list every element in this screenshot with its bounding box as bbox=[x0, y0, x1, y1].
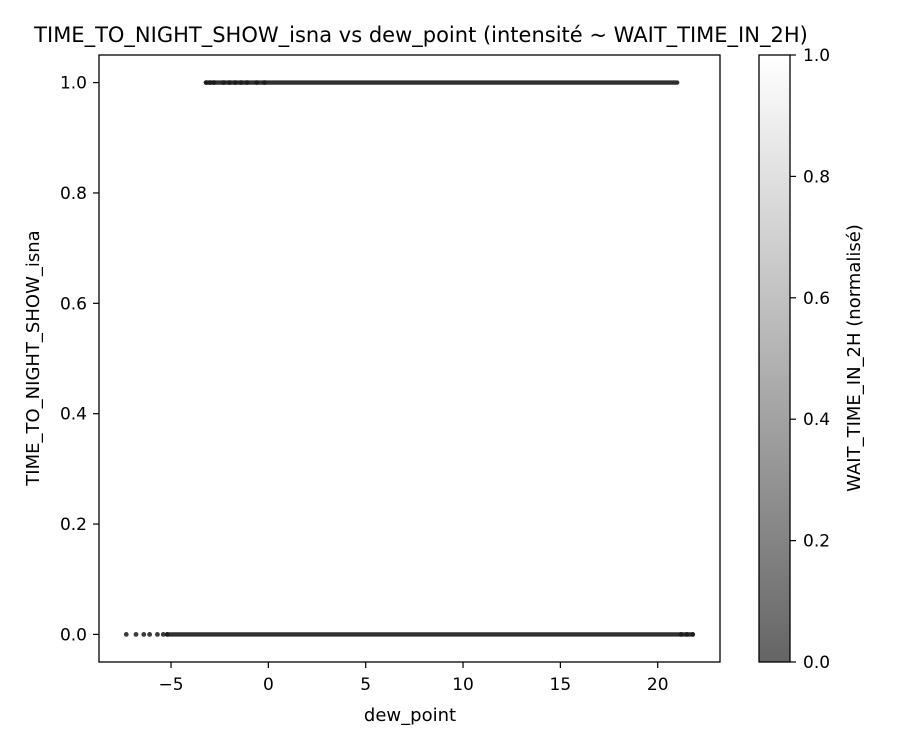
scatter-point bbox=[141, 632, 147, 637]
y-tick-label: 1.0 bbox=[60, 74, 87, 94]
x-tick-label: 0 bbox=[263, 675, 274, 695]
x-tick-label: 20 bbox=[647, 675, 669, 695]
colorbar-tick-label: 1.0 bbox=[803, 46, 830, 66]
x-axis-label: dew_point bbox=[364, 705, 456, 726]
y-tick-label: 0.4 bbox=[60, 405, 87, 425]
colorbar-tick-label: 0.6 bbox=[803, 289, 830, 309]
x-tick-label: 5 bbox=[360, 675, 371, 695]
scatter-point bbox=[207, 80, 213, 85]
y-tick-label: 0.2 bbox=[60, 515, 87, 535]
colorbar-label: WAIT_TIME_IN_2H (normalisé) bbox=[844, 224, 865, 492]
y-axis-label: TIME_TO_NIGHT_SHOW_isna bbox=[23, 230, 44, 486]
scatter-point bbox=[155, 632, 160, 637]
chart-title: TIME_TO_NIGHT_SHOW_isna vs dew_point (in… bbox=[33, 23, 808, 48]
scatter-point bbox=[123, 632, 129, 637]
colorbar-tick-label: 0.0 bbox=[803, 653, 830, 673]
scatter-point bbox=[227, 80, 232, 85]
scatter-point bbox=[164, 632, 170, 637]
colorbar-ticks: 0.0 0.2 0.4 0.6 0.8 1.0 bbox=[790, 46, 830, 673]
colorbar-tick-label: 0.2 bbox=[803, 532, 830, 552]
scatter-point bbox=[262, 80, 267, 85]
x-tick-label: 15 bbox=[550, 675, 572, 695]
y-axis-ticks: 0.0 0.2 0.4 0.6 0.8 1.0 bbox=[60, 74, 99, 645]
colorbar bbox=[758, 54, 791, 663]
scatter-point bbox=[684, 632, 690, 637]
scatter-point bbox=[232, 80, 238, 85]
x-tick-label: 10 bbox=[452, 675, 474, 695]
data-points bbox=[123, 80, 696, 637]
scatter-point bbox=[678, 632, 684, 637]
scatter-point bbox=[238, 80, 244, 85]
scatter-point bbox=[133, 632, 139, 637]
x-tick-label: −5 bbox=[158, 675, 183, 695]
scatter-point bbox=[254, 80, 260, 85]
scatter-point bbox=[211, 80, 217, 85]
colorbar-tick-label: 0.8 bbox=[803, 167, 830, 187]
scatter-point bbox=[690, 632, 696, 637]
scatter-point bbox=[221, 80, 226, 85]
scatter-point bbox=[160, 632, 166, 637]
x-axis-ticks: −5 0 5 10 15 20 bbox=[158, 662, 669, 695]
scatter-point bbox=[244, 80, 250, 85]
colorbar-tick-label: 0.4 bbox=[803, 410, 830, 430]
scatter-point bbox=[147, 632, 153, 637]
y-tick-label: 0.8 bbox=[60, 184, 87, 204]
plot-frame bbox=[98, 54, 721, 663]
y-tick-label: 0.6 bbox=[60, 294, 87, 314]
y-tick-label: 0.0 bbox=[60, 625, 87, 645]
scatter-point bbox=[203, 80, 209, 85]
